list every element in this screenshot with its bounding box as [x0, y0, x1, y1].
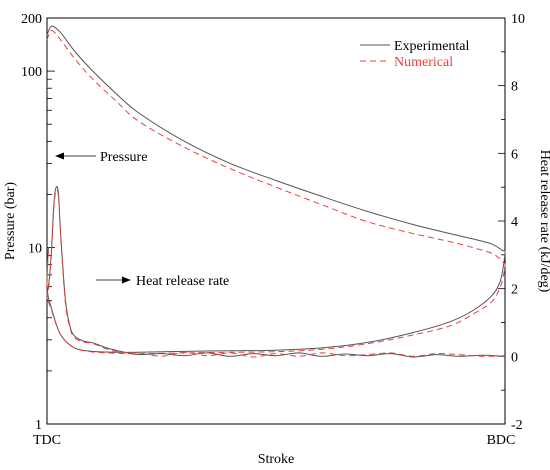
- y-right-tick-label: -2: [511, 418, 523, 433]
- y-axis-label-left: Pressure (bar): [3, 182, 18, 260]
- y-right-tick-label: 2: [511, 283, 518, 298]
- series-numerical-pressure-line: [46, 29, 506, 355]
- y-right-tick-label: 4: [511, 215, 518, 230]
- pressure-arrow-head: [55, 152, 64, 160]
- x-tick-label-tdc: TDC: [33, 433, 61, 448]
- y-right-tick-label: 8: [511, 80, 518, 95]
- y-right-tick-label: 10: [511, 12, 525, 27]
- x-tick-label-bdc: BDC: [487, 433, 516, 448]
- y-right-tick-label: 6: [511, 147, 518, 162]
- y-left-tick-label: 1: [35, 418, 42, 433]
- series-experimental-heat-release-rate-line: [46, 185, 506, 358]
- annotations: Pressure Heat release rate: [55, 150, 229, 289]
- y-right-tick-label: 0: [511, 350, 518, 365]
- series-layer: [46, 25, 506, 358]
- heat-release-annotation: Heat release rate: [136, 274, 229, 289]
- plot-frame: [46, 17, 506, 425]
- series-experimental-pressure-line: [46, 25, 506, 353]
- y-left-tick-label: 10: [28, 242, 42, 257]
- legend: Experimental Numerical: [360, 39, 470, 70]
- y-left-tick-label: 100: [21, 65, 42, 80]
- plot-axes: 1 10 100 200 -2 0 2 4 6 8 10 TDC BDC: [21, 12, 525, 448]
- y-left-tick-label: 200: [21, 12, 42, 27]
- heat-release-arrow-head: [122, 276, 131, 284]
- pressure-annotation: Pressure: [100, 150, 147, 165]
- x-axis-label: Stroke: [258, 452, 295, 467]
- series-numerical-heat-release-rate-line: [46, 189, 506, 358]
- y-axis-label-right: Heat release rate (kJ/deg): [537, 150, 550, 293]
- legend-label-numerical: Numerical: [394, 55, 453, 70]
- legend-label-experimental: Experimental: [394, 39, 470, 54]
